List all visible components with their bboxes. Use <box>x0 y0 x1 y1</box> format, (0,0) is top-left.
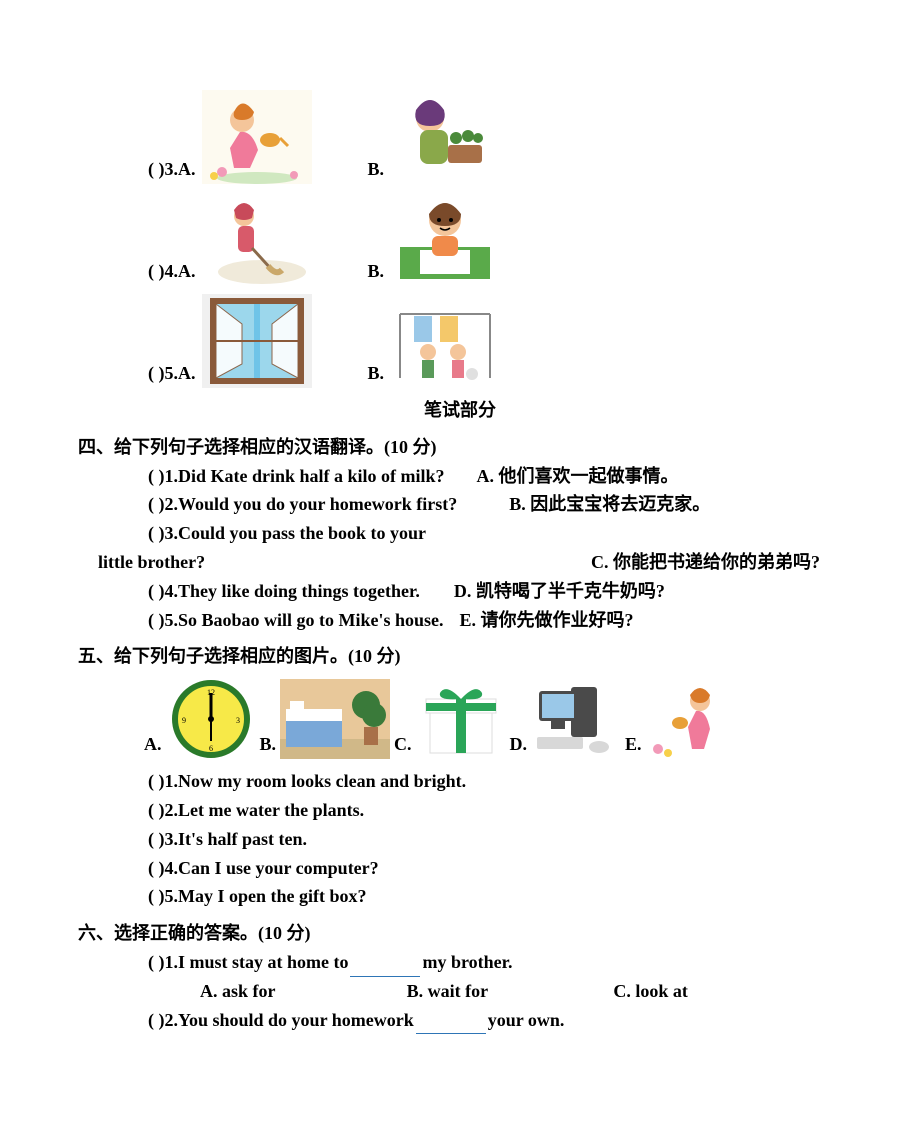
s4-q2-right: B. 因此宝宝将去迈克家。 <box>509 490 710 519</box>
img-4a <box>202 192 312 286</box>
s5-pic-d: D. <box>510 679 622 759</box>
watering-icon <box>646 679 736 759</box>
s5-pic-b-letter: B. <box>260 730 277 759</box>
s4-q5-left: ( )5.So Baobao will go to Mike's house. <box>148 606 444 635</box>
svg-text:6: 6 <box>209 744 213 753</box>
s4-q3b: little brother? C. 你能把书递给你的弟弟吗? <box>98 548 820 577</box>
worksheet-page: ( )3.A. B. <box>0 0 920 1034</box>
gift-icon <box>416 679 506 759</box>
listening-row-5: ( )5.A. B. <box>100 294 820 388</box>
blank-fill-2[interactable] <box>416 1006 486 1035</box>
row4-label-b: B. <box>368 257 385 286</box>
s6-q1-suffix: my brother. <box>422 948 512 977</box>
s4-q3b-right: C. 你能把书递给你的弟弟吗? <box>591 548 820 577</box>
row4-label-a: ( )4.A. <box>148 257 196 286</box>
s6-q2-suffix: your own. <box>488 1006 565 1035</box>
s5-pic-e-letter: E. <box>625 730 642 759</box>
s5-q1: ( )1.Now my room looks clean and bright. <box>148 767 820 796</box>
s5-pic-row: A. 12 3 6 9 B. <box>144 679 820 759</box>
row5-label-a: ( )5.A. <box>148 359 196 388</box>
clock-icon: 12 3 6 9 <box>166 679 256 759</box>
listening-row-3: ( )3.A. B. <box>100 90 820 184</box>
s4-q3-text: ( )3.Could you pass the book to your <box>148 519 426 548</box>
s5-q4: ( )4.Can I use your computer? <box>148 854 820 883</box>
s4-q4: ( )4.They like doing things together. D.… <box>148 577 820 606</box>
computer-icon <box>531 679 621 759</box>
bedroom-icon <box>280 679 390 759</box>
s6-q1-b: B. wait for <box>407 977 614 1006</box>
img-4b <box>390 192 500 286</box>
svg-text:3: 3 <box>236 716 240 725</box>
s5-pic-b: B. <box>260 679 391 759</box>
s5-pic-a-letter: A. <box>144 730 162 759</box>
s4-q2: ( )2.Would you do your homework first? B… <box>148 490 820 519</box>
s5-pic-a: A. 12 3 6 9 <box>144 679 256 759</box>
section6-heading: 六、选择正确的答案。(10 分) <box>78 919 820 948</box>
s5-q5: ( )5.May I open the gift box? <box>148 882 820 911</box>
section4-heading: 四、给下列句子选择相应的汉语翻译。(10 分) <box>78 433 820 462</box>
s4-q1-left: ( )1.Did Kate drink half a kilo of milk? <box>148 462 445 491</box>
s4-q1-right: A. 他们喜欢一起做事情。 <box>477 462 679 491</box>
img-3b <box>390 90 490 184</box>
s6-q2-prefix: ( )2.You should do your homework <box>148 1006 414 1035</box>
s4-q3b-left: little brother? <box>98 548 205 577</box>
row5-label-b: B. <box>368 359 385 388</box>
s4-q4-left: ( )4.They like doing things together. <box>148 577 420 606</box>
s4-q2-left: ( )2.Would you do your homework first? <box>148 490 457 519</box>
s5-pic-c-letter: C. <box>394 730 412 759</box>
s6-q1-prefix: ( )1.I must stay at home to <box>148 948 348 977</box>
s6-q1-a: A. ask for <box>200 977 407 1006</box>
s6-q1: ( )1.I must stay at home to my brother. <box>148 948 820 977</box>
s4-q5-right: E. 请你先做作业好吗? <box>460 606 634 635</box>
s6-q2: ( )2.You should do your homework your ow… <box>148 1006 820 1035</box>
row3-label-a: ( )3.A. <box>148 155 196 184</box>
s4-q4-right: D. 凯特喝了半千克牛奶吗? <box>454 577 665 606</box>
s4-q1: ( )1.Did Kate drink half a kilo of milk?… <box>148 462 820 491</box>
svg-text:9: 9 <box>182 716 186 725</box>
s5-q2: ( )2.Let me water the plants. <box>148 796 820 825</box>
img-3a <box>202 90 312 184</box>
img-5a <box>202 294 312 388</box>
listening-row-4: ( )4.A. B. <box>100 192 820 286</box>
s5-pic-c: C. <box>394 679 506 759</box>
img-5b <box>390 294 500 388</box>
s5-q3: ( )3.It's half past ten. <box>148 825 820 854</box>
blank-fill-1[interactable] <box>350 948 420 977</box>
s5-pic-e: E. <box>625 679 736 759</box>
s4-q5: ( )5.So Baobao will go to Mike's house. … <box>148 606 820 635</box>
s6-q1-c: C. look at <box>613 977 820 1006</box>
svg-text:12: 12 <box>207 688 215 697</box>
section5-heading: 五、给下列句子选择相应的图片。(10 分) <box>78 642 820 671</box>
row3-label-b: B. <box>368 155 385 184</box>
s4-q3: ( )3.Could you pass the book to your <box>148 519 820 548</box>
written-section-title: 笔试部分 <box>100 396 820 425</box>
s5-pic-d-letter: D. <box>510 730 528 759</box>
s6-q1-choices: A. ask for B. wait for C. look at <box>200 977 820 1006</box>
